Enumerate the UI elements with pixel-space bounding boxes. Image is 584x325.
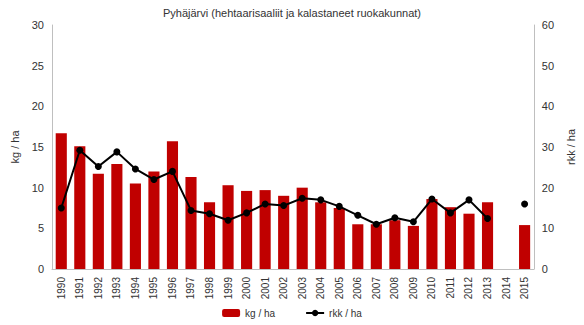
svg-text:2014: 2014 bbox=[501, 277, 512, 300]
svg-text:rkk / ha: rkk / ha bbox=[329, 308, 362, 319]
svg-text:Pyhäjärvi (hehtaarisaaliit ja: Pyhäjärvi (hehtaarisaaliit ja kalastanee… bbox=[163, 7, 421, 19]
svg-text:kg / ha: kg / ha bbox=[245, 308, 275, 319]
svg-text:30: 30 bbox=[32, 19, 44, 31]
svg-text:2004: 2004 bbox=[315, 277, 326, 300]
svg-text:2001: 2001 bbox=[260, 277, 271, 300]
svg-text:1997: 1997 bbox=[185, 277, 196, 300]
svg-text:1998: 1998 bbox=[204, 277, 215, 300]
svg-text:2006: 2006 bbox=[352, 277, 363, 300]
svg-text:0: 0 bbox=[542, 263, 548, 275]
svg-text:2010: 2010 bbox=[426, 277, 437, 300]
svg-text:2011: 2011 bbox=[445, 277, 456, 299]
svg-text:2003: 2003 bbox=[297, 277, 308, 300]
svg-text:10: 10 bbox=[32, 182, 44, 194]
svg-text:1991: 1991 bbox=[74, 277, 85, 300]
svg-text:rkk / ha: rkk / ha bbox=[565, 128, 577, 165]
svg-text:1993: 1993 bbox=[111, 277, 122, 300]
svg-text:2013: 2013 bbox=[482, 277, 493, 300]
svg-text:0: 0 bbox=[38, 263, 44, 275]
svg-text:1992: 1992 bbox=[93, 277, 104, 300]
svg-text:40: 40 bbox=[542, 100, 554, 112]
svg-text:15: 15 bbox=[32, 141, 44, 153]
svg-text:2000: 2000 bbox=[241, 277, 252, 300]
svg-text:2005: 2005 bbox=[334, 277, 345, 300]
svg-text:1995: 1995 bbox=[148, 277, 159, 300]
svg-text:20: 20 bbox=[542, 182, 554, 194]
svg-text:kg / ha: kg / ha bbox=[9, 130, 21, 164]
svg-text:1990: 1990 bbox=[56, 277, 67, 300]
svg-text:10: 10 bbox=[542, 222, 554, 234]
svg-text:2015: 2015 bbox=[519, 277, 530, 300]
svg-text:2012: 2012 bbox=[463, 277, 474, 300]
svg-text:25: 25 bbox=[32, 60, 44, 72]
svg-text:1999: 1999 bbox=[223, 277, 234, 300]
svg-text:30: 30 bbox=[542, 141, 554, 153]
svg-text:20: 20 bbox=[32, 100, 44, 112]
svg-text:5: 5 bbox=[38, 222, 44, 234]
svg-text:60: 60 bbox=[542, 19, 554, 31]
svg-text:50: 50 bbox=[542, 60, 554, 72]
svg-text:2002: 2002 bbox=[278, 277, 289, 300]
svg-text:2009: 2009 bbox=[408, 277, 419, 300]
svg-text:2008: 2008 bbox=[389, 277, 400, 300]
svg-text:1996: 1996 bbox=[167, 277, 178, 300]
svg-text:2007: 2007 bbox=[371, 277, 382, 300]
svg-text:1994: 1994 bbox=[130, 277, 141, 300]
